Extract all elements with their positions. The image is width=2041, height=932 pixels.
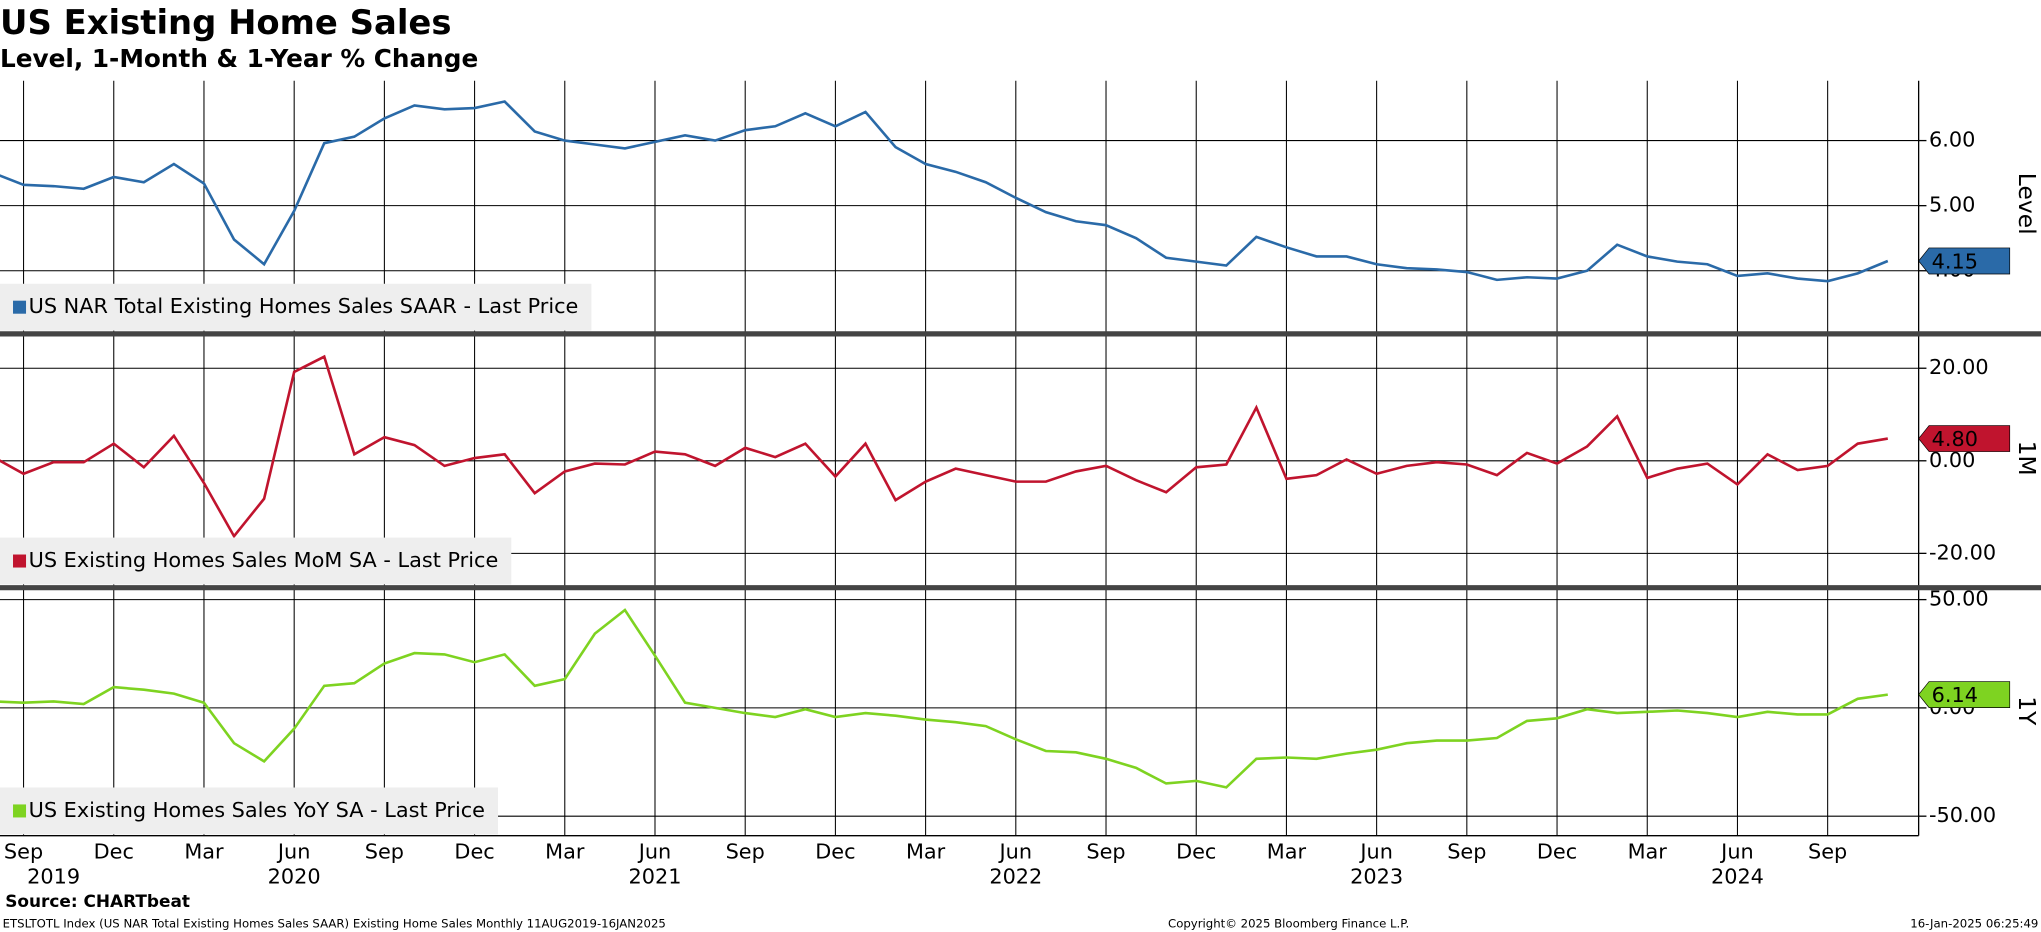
last-value-label: 6.14	[1932, 683, 1978, 707]
legend-swatch	[13, 804, 27, 818]
x-year-label: 2023	[1350, 864, 1403, 888]
y-axis-title: Level	[2013, 173, 2041, 235]
legend-swatch	[13, 300, 27, 314]
legend-box	[0, 537, 512, 585]
x-tick-label: Jun	[998, 840, 1033, 864]
y-tick-label: 5.00	[1929, 193, 1975, 217]
footer-center: Copyright© 2025 Bloomberg Finance L.P.	[1168, 917, 1409, 931]
series-line	[0, 608, 1888, 789]
x-tick-label: Jun	[1719, 840, 1754, 864]
x-tick-label: Mar	[1267, 840, 1307, 864]
x-tick-label: Dec	[1537, 840, 1577, 864]
x-tick-label: Dec	[454, 840, 494, 864]
x-year-label: 2024	[1711, 864, 1764, 888]
y-axis-title: 1M	[2013, 441, 2041, 476]
x-year-label: 2020	[268, 864, 321, 888]
y-tick-label: -20.00	[1929, 540, 1996, 564]
legend-box	[0, 283, 592, 331]
y-tick-label: 6.00	[1929, 128, 1975, 152]
x-tick-label: Jun	[637, 840, 672, 864]
source: Source: CHARTbeat	[5, 891, 190, 911]
legend-box	[0, 787, 499, 835]
footer-left: ETSLTOTL Index (US NAR Total Existing Ho…	[3, 917, 666, 931]
x-tick-label: Jun	[1358, 840, 1393, 864]
x-tick-label: Jun	[276, 840, 311, 864]
last-value-label: 4.15	[1932, 249, 1978, 273]
legend-label: US NAR Total Existing Homes Sales SAAR -…	[29, 294, 579, 318]
x-year-label: 2019	[27, 864, 80, 888]
series-line	[0, 100, 1889, 283]
y-tick-label: 20.00	[1929, 355, 1989, 379]
x-tick-label: Dec	[1176, 840, 1216, 864]
x-tick-label: Mar	[1628, 840, 1668, 864]
x-year-label: 2022	[989, 864, 1042, 888]
last-value-tag	[1918, 425, 2011, 452]
x-tick-label: Dec	[815, 840, 855, 864]
last-value-tag	[1918, 681, 2011, 708]
x-tick-label: Sep	[365, 840, 404, 864]
chart-title: US Existing Home Sales	[0, 3, 451, 42]
chart-subtitle: Level, 1-Month & 1-Year % Change	[0, 44, 478, 73]
y-axis-title: 1Y	[2013, 696, 2041, 726]
x-tick-label: Sep	[1447, 840, 1486, 864]
x-tick-label: Sep	[726, 840, 765, 864]
last-value-tag	[1918, 247, 2011, 275]
x-tick-label: Mar	[906, 840, 946, 864]
x-tick-label: Mar	[545, 840, 585, 864]
x-tick-label: Dec	[94, 840, 134, 864]
legend-label: US Existing Homes Sales MoM SA - Last Pr…	[29, 548, 499, 572]
x-year-label: 2021	[629, 864, 682, 888]
legend-swatch	[13, 554, 27, 568]
footer-right: 16-Jan-2025 06:25:49	[1910, 917, 2038, 931]
y-tick-label: 50.00	[1929, 587, 1989, 611]
y-tick-label: -50.00	[1929, 803, 1996, 827]
series-line	[0, 354, 1889, 539]
x-tick-label: Sep	[4, 840, 43, 864]
last-value-label: 4.80	[1932, 427, 1978, 451]
x-tick-label: Mar	[184, 840, 224, 864]
x-tick-label: Sep	[1808, 840, 1847, 864]
legend-label: US Existing Homes Sales YoY SA - Last Pr…	[29, 798, 485, 822]
x-tick-label: Sep	[1086, 840, 1125, 864]
